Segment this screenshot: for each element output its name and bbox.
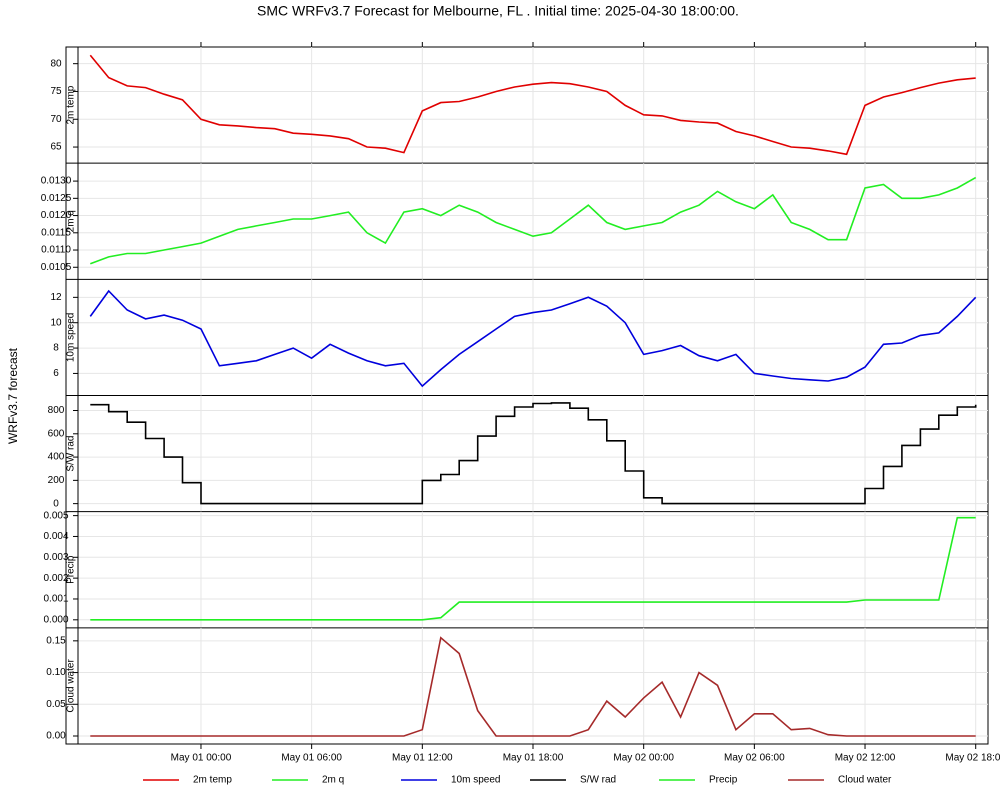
y-tick-label: 200 [48,475,65,486]
y-tick-label: 0.10 [46,667,66,678]
legend-label: 2m q [322,775,344,786]
y-axis-title: WRFv3.7 forecast [6,347,20,444]
legend-label: Precip [709,775,738,786]
y-tick-label: 65 [50,142,62,153]
y-tick-label: 0.0130 [41,176,72,187]
y-axis-label: 10m speed [66,313,77,362]
y-tick-label: 0.004 [43,531,68,542]
y-tick-label: 0.001 [43,594,68,605]
y-tick-label: 600 [48,428,65,439]
y-tick-label: 0.002 [43,573,68,584]
x-tick-label: May 01 18:00 [503,753,564,764]
legend-label: Cloud water [838,775,892,786]
x-tick-label: May 01 06:00 [281,753,342,764]
y-tick-label: 0 [53,498,59,509]
x-tick-label: May 02 12:00 [835,753,896,764]
legend-label: 10m speed [451,775,500,786]
y-tick-label: 70 [50,114,62,125]
y-tick-label: 0.00 [46,731,66,742]
y-tick-label: 10 [50,317,62,328]
data-line [90,176,977,265]
y-tick-label: 0.0125 [41,193,72,204]
data-line [90,402,977,505]
data-line [89,289,977,388]
x-tick-label: May 02 06:00 [724,753,785,764]
y-tick-label: 0.15 [46,635,66,646]
y-tick-label: 800 [48,405,65,416]
y-tick-label: 80 [50,58,62,69]
y-axis-label: 2m temp [66,85,77,124]
y-tick-label: 12 [50,292,62,303]
y-tick-label: 8 [53,343,59,354]
y-tick-label: 400 [48,452,65,463]
y-tick-label: 0.005 [43,510,68,521]
y-axis-label: Precip [66,555,77,584]
x-tick-label: May 02 00:00 [613,753,674,764]
y-tick-label: 0.05 [46,699,66,710]
y-tick-label: 0.0110 [41,245,71,256]
legend-label: S/W rad [580,775,616,786]
x-tick-label: May 02 18:00 [945,753,1000,764]
chart-title: SMC WRFv3.7 Forecast for Melbourne, FL .… [257,3,739,19]
y-axis-label: 2m q [66,210,77,232]
x-tick-label: May 01 12:00 [392,753,453,764]
y-tick-label: 0.000 [43,614,68,625]
data-line [90,636,976,737]
y-tick-label: 6 [53,368,59,379]
y-tick-label: 0.0105 [41,262,72,273]
y-tick-label: 0.003 [43,552,68,563]
y-tick-label: 0.0115 [41,227,71,238]
data-line [89,54,976,156]
y-axis-label: Cloud water [66,659,77,713]
y-tick-label: 75 [50,86,62,97]
data-line [90,516,976,621]
x-tick-label: May 01 00:00 [171,753,232,764]
legend-label: 2m temp [193,775,232,786]
y-tick-label: 0.0120 [41,210,72,221]
y-axis-label: S/W rad [66,436,77,472]
